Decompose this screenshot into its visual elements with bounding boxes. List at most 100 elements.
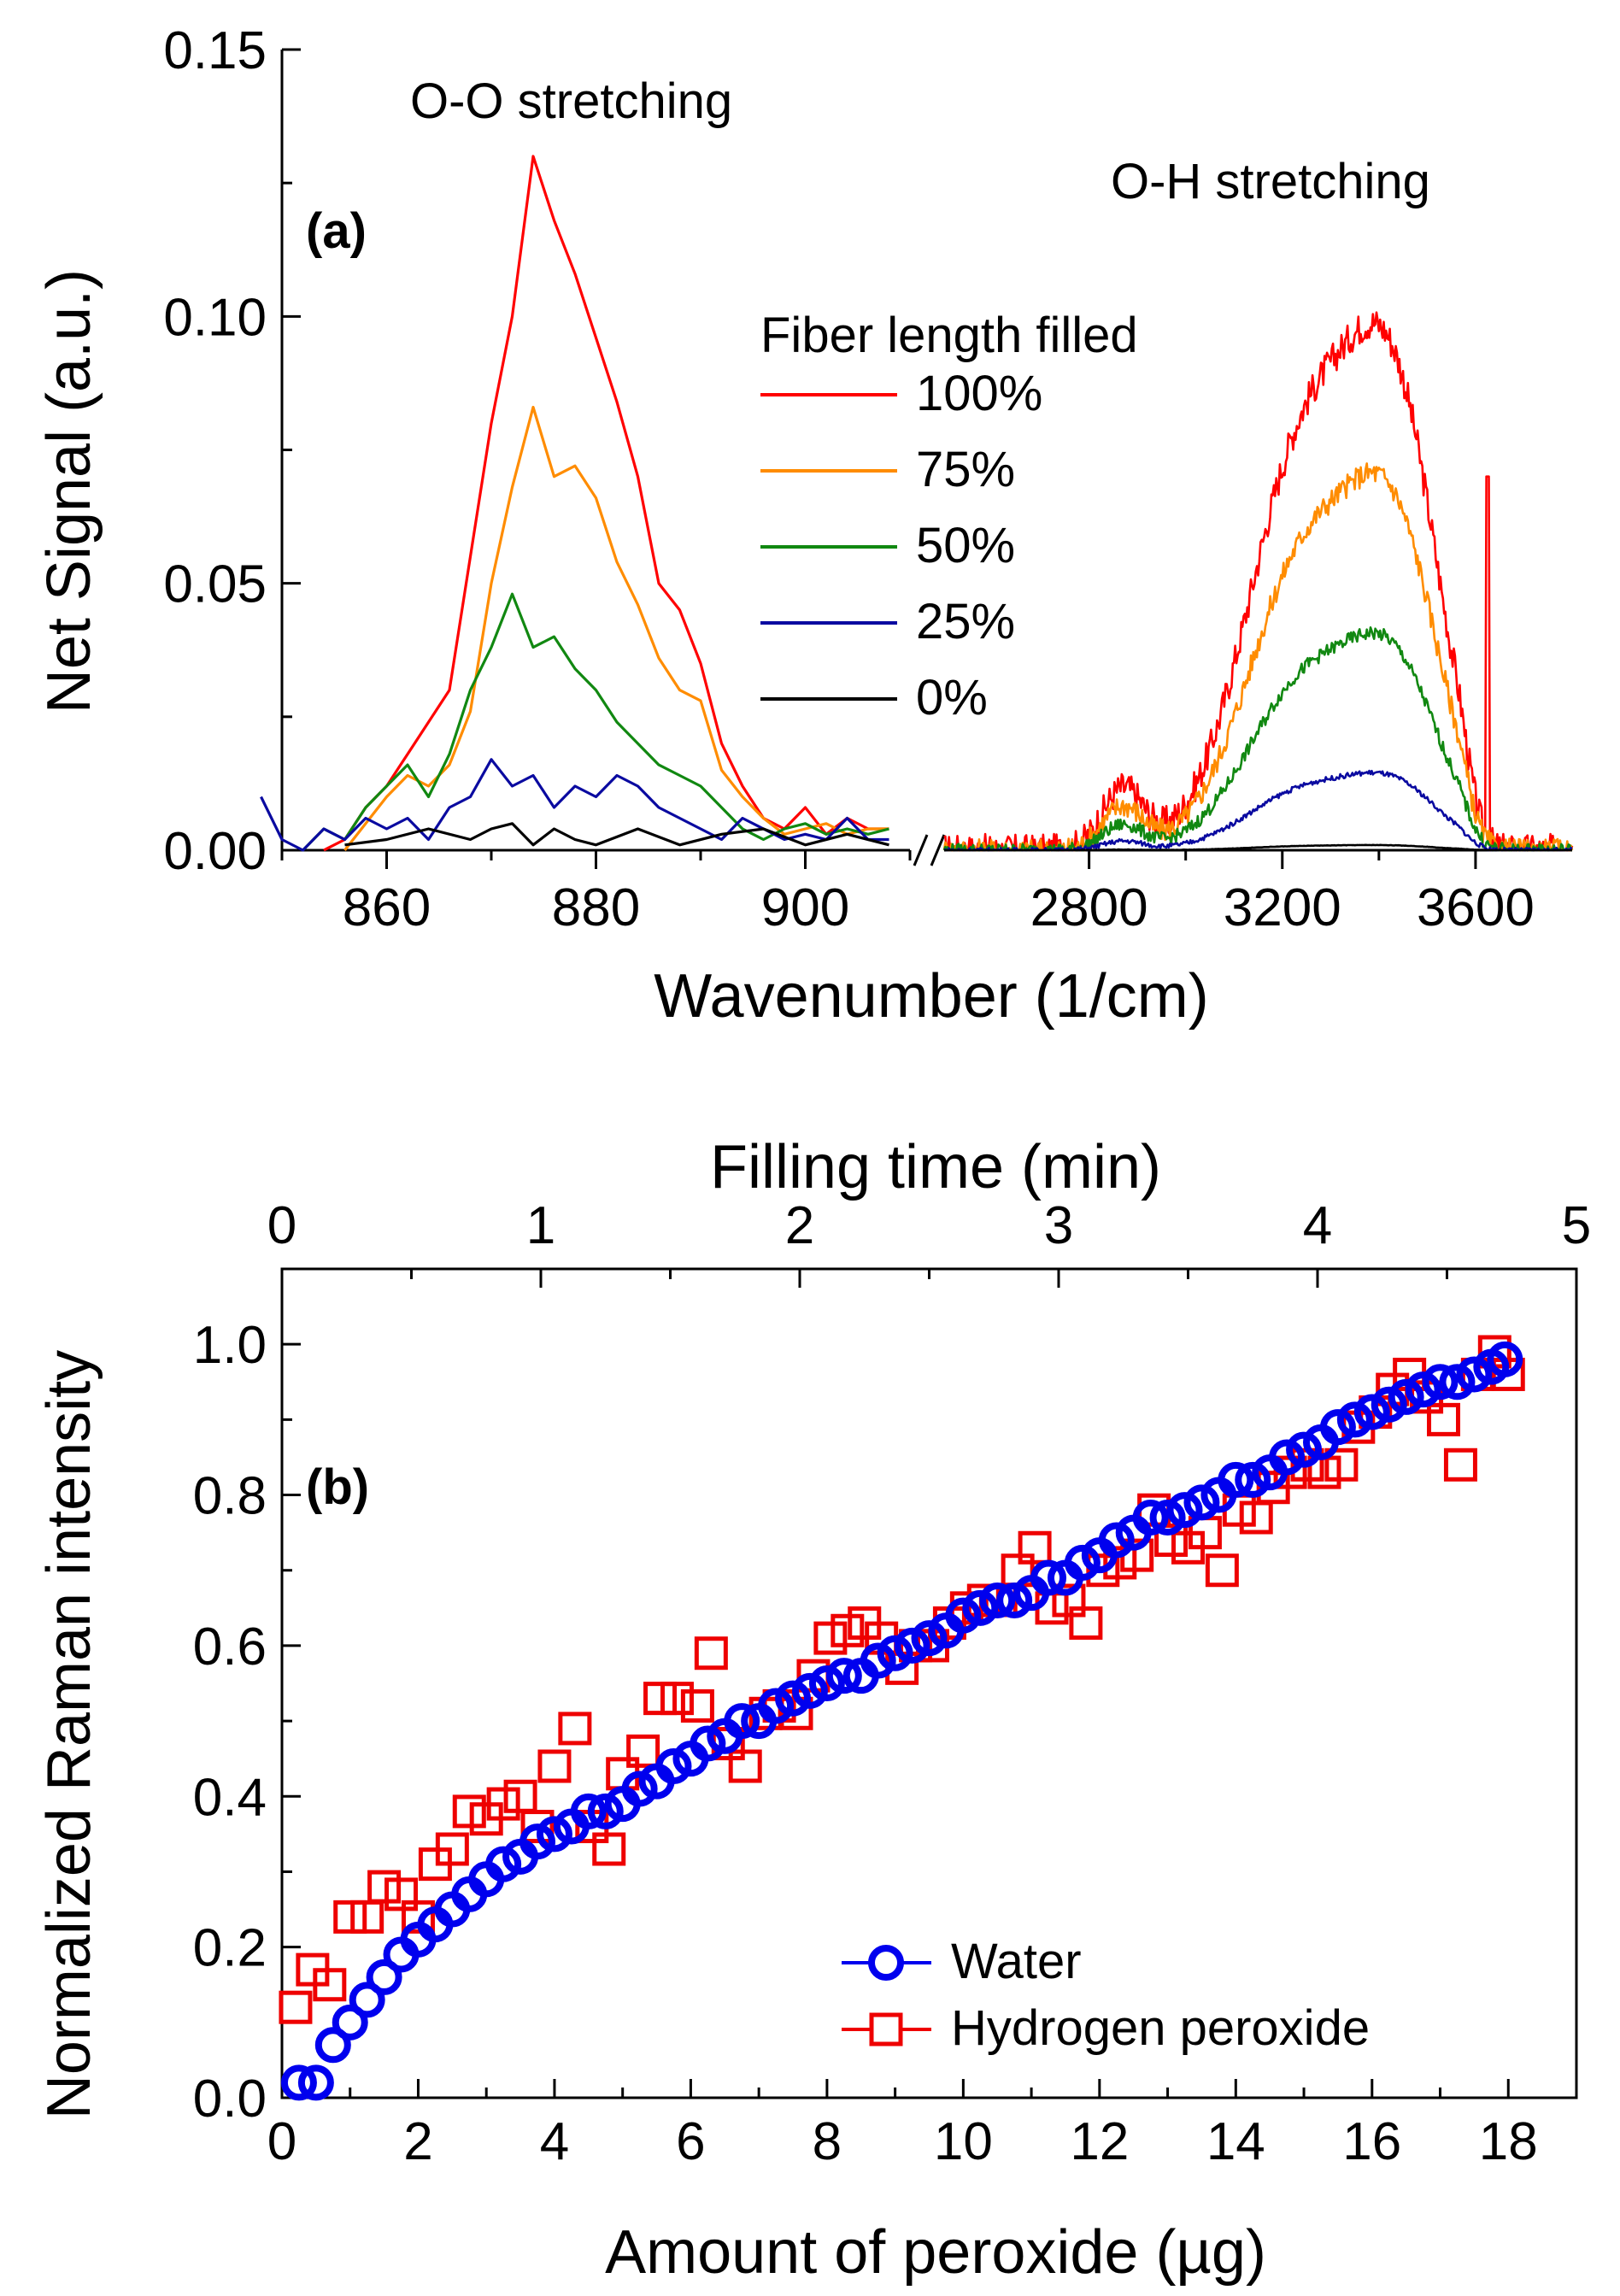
x-tick-label: 2800 xyxy=(1030,878,1148,937)
peroxide-point xyxy=(643,1682,678,1716)
y-tick-label: 0.2 xyxy=(193,1919,267,1978)
water-point xyxy=(1487,1341,1523,1377)
oo-line-100% xyxy=(323,155,889,852)
x-tick-label: 4 xyxy=(540,2112,569,2171)
axes-a: 0.00 0.05 0.10 0.15 860 880 900 2800 3200 3600 xyxy=(163,21,1572,937)
y-tick-label: 0.05 xyxy=(163,555,267,614)
peroxide-point xyxy=(1427,1402,1461,1436)
x2-tick-label: 5 xyxy=(1562,1196,1591,1255)
peroxide-point xyxy=(401,1900,435,1934)
y-tick-label: 0.8 xyxy=(193,1467,267,1526)
x-tick-label: 0 xyxy=(267,2112,296,2171)
peroxide-point xyxy=(384,1877,419,1911)
peroxide-point xyxy=(558,1712,592,1746)
legend-title: Fiber length filled xyxy=(760,308,1138,363)
water-point xyxy=(996,1583,1033,1618)
y-tick-label: 0.4 xyxy=(193,1768,267,1827)
water-point xyxy=(1149,1500,1186,1536)
x-tick-label: 3200 xyxy=(1224,878,1341,937)
peroxide-point xyxy=(660,1682,694,1716)
water-point xyxy=(825,1658,862,1694)
oh-annotation: O-H stretching xyxy=(1111,154,1430,209)
water-point xyxy=(1336,1401,1373,1438)
water-point xyxy=(332,2004,368,2041)
peroxide-point xyxy=(520,1810,555,1844)
x-tick-label: 3600 xyxy=(1417,878,1535,937)
water-point xyxy=(860,1642,896,1679)
oo-annotation: O-O stretching xyxy=(410,73,732,129)
peroxide-point xyxy=(1324,1447,1359,1482)
water-point xyxy=(690,1725,726,1762)
panel-a-ylabel: Net Signal (a.u.) xyxy=(35,269,103,713)
peroxide-point xyxy=(486,1787,520,1821)
x-tick-label: 14 xyxy=(1206,2112,1265,2171)
water-point xyxy=(979,1583,1016,1618)
axes-b: 0.00.20.40.60.81.00 2 4 6 8 10 12 14 16 180 1 2 3 4 5 xyxy=(193,1196,1591,2171)
water-point xyxy=(1235,1461,1271,1498)
peroxide-point xyxy=(350,1900,384,1934)
x-tick-label: 10 xyxy=(934,2112,993,2171)
peroxide-point xyxy=(1086,1553,1120,1588)
water-point xyxy=(485,1846,522,1882)
peroxide-point xyxy=(1443,1447,1477,1482)
x-tick-label: 860 xyxy=(343,878,431,937)
panel-b-ylabel: Normalized Raman intensity xyxy=(35,1350,103,2119)
y-tick-label: 0.10 xyxy=(163,288,267,347)
water-point xyxy=(758,1688,795,1724)
water-point xyxy=(280,2064,317,2101)
water-point xyxy=(1405,1371,1441,1408)
water-point xyxy=(894,1627,930,1664)
peroxide-point xyxy=(728,1749,762,1783)
water-point xyxy=(1456,1356,1493,1393)
legend-label-25%: 25% xyxy=(916,594,1015,649)
water-point xyxy=(877,1635,913,1671)
water-point xyxy=(1218,1461,1254,1498)
legend-label-50%: 50% xyxy=(916,518,1015,573)
peroxide-point xyxy=(503,1779,537,1813)
x-tick-label: 16 xyxy=(1342,2112,1401,2171)
peroxide-point xyxy=(1205,1553,1239,1588)
panel-b: (b) Filling time (min) Amount of peroxid… xyxy=(35,1133,1591,2287)
panel-b-label: (b) xyxy=(306,1459,369,1515)
peroxide-point xyxy=(435,1832,469,1866)
water-point xyxy=(791,1672,828,1709)
series-lines-a xyxy=(260,155,1574,852)
peroxide-point xyxy=(680,1688,714,1723)
x2-tick-label: 2 xyxy=(785,1196,814,1255)
water-point xyxy=(808,1665,845,1701)
legend-a: 100% 75% 50% 25% 0% xyxy=(760,366,1042,725)
x-tick-label: 8 xyxy=(813,2112,842,2171)
x-tick-label: 2 xyxy=(403,2112,432,2171)
water-point xyxy=(911,1620,948,1657)
x2-tick-label: 3 xyxy=(1044,1196,1073,1255)
water-point xyxy=(349,1982,385,2018)
peroxide-point xyxy=(1103,1546,1137,1580)
peroxide-point xyxy=(1069,1606,1103,1640)
axis-break-mark xyxy=(930,834,946,866)
legend-swatch-water-marker xyxy=(868,1945,904,1981)
legend-label-0%: 0% xyxy=(916,670,988,725)
y-tick-label: 0.0 xyxy=(193,2070,267,2129)
x-tick-label: 6 xyxy=(676,2112,705,2171)
peroxide-point xyxy=(813,1621,848,1655)
peroxide-point xyxy=(452,1794,486,1829)
water-point xyxy=(536,1816,572,1853)
water-point xyxy=(1030,1559,1067,1596)
water-point xyxy=(962,1589,999,1626)
x-tick-label: 12 xyxy=(1070,2112,1129,2171)
panel-b-xlabel: Amount of peroxide (µg) xyxy=(605,2218,1266,2287)
x-tick-label: 900 xyxy=(761,878,849,937)
water-point xyxy=(366,1958,402,1995)
x2-tick-label: 1 xyxy=(526,1196,555,1255)
x2-tick-label: 4 xyxy=(1303,1196,1332,1255)
water-point xyxy=(314,2027,351,2064)
peroxide-point xyxy=(1018,1530,1052,1565)
water-point xyxy=(587,1793,624,1829)
water-point xyxy=(519,1823,556,1860)
y-tick-label: 0.00 xyxy=(163,822,267,881)
legend-swatch-peroxide-marker xyxy=(869,2012,903,2046)
peroxide-point xyxy=(279,1990,313,2024)
y-tick-label: 1.0 xyxy=(193,1316,267,1375)
axis-break-mark xyxy=(913,834,929,866)
